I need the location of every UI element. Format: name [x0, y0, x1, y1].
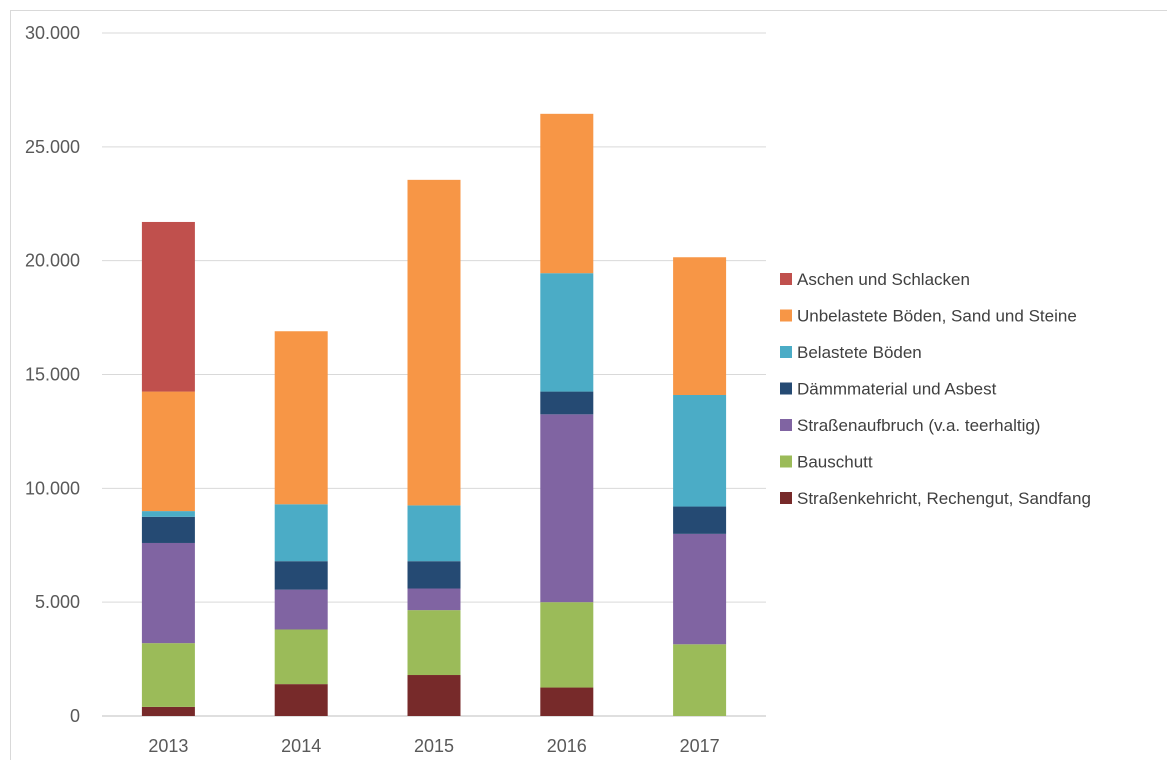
bar-segment — [540, 687, 594, 716]
bar-segment — [141, 511, 195, 517]
y-tick-label: 20.000 — [25, 251, 80, 271]
bar-segment — [673, 257, 727, 395]
bar-segment — [407, 505, 461, 562]
legend-label: Straßenkehricht, Rechengut, Sandfang — [797, 489, 1091, 508]
x-tick-label: 2017 — [680, 736, 720, 756]
x-tick-label: 2016 — [547, 736, 587, 756]
legend-label: Unbelastete Böden, Sand und Steine — [797, 307, 1077, 326]
bar-segment — [540, 273, 594, 392]
bar-segment — [673, 506, 727, 534]
y-tick-label: 30.000 — [25, 23, 80, 43]
bar-segment — [673, 394, 727, 507]
bar-segment — [540, 602, 594, 688]
bar-segment — [407, 179, 461, 506]
bar-segment — [141, 221, 195, 392]
bar-segment — [407, 561, 461, 589]
x-axis: 2013 2014 2015 2016 2017 — [148, 736, 719, 756]
legend-swatch — [780, 455, 792, 468]
legend-label: Aschen und Schlacken — [797, 270, 970, 289]
y-tick-label: 25.000 — [25, 137, 80, 157]
bar-segment — [141, 542, 195, 644]
bar-segment — [141, 706, 195, 716]
legend-swatch — [780, 309, 792, 322]
y-tick-label: 0 — [70, 706, 80, 726]
legend-label: Bauschutt — [797, 453, 873, 472]
bar-segment — [141, 391, 195, 512]
legend-label: Straßenaufbruch (v.a. teerhaltig) — [797, 416, 1040, 435]
bar-segment — [274, 629, 328, 685]
legend-label: Dämmmaterial und Asbest — [797, 380, 997, 399]
bar-segment — [540, 113, 594, 274]
x-tick-label: 2013 — [148, 736, 188, 756]
bar-segment — [540, 414, 594, 603]
bar-segment — [673, 533, 727, 645]
bar-segment — [673, 644, 727, 716]
y-tick-label: 5.000 — [35, 592, 80, 612]
x-tick-label: 2015 — [414, 736, 454, 756]
legend-swatch — [780, 419, 792, 431]
bars — [141, 113, 727, 716]
bar-segment — [274, 504, 328, 562]
bar-segment — [141, 516, 195, 543]
bar-segment — [274, 331, 328, 505]
bar-segment — [274, 684, 328, 716]
y-axis: 0 5.000 10.000 15.000 20.000 25.000 30.000 — [25, 23, 80, 726]
y-tick-label: 15.000 — [25, 365, 80, 385]
bar-segment — [274, 589, 328, 630]
bar-segment — [407, 610, 461, 676]
y-tick-label: 10.000 — [25, 478, 80, 498]
legend-label: Belastete Böden — [797, 343, 922, 362]
legend: Aschen und Schlacken Unbelastete Böden, S… — [780, 270, 1091, 508]
legend-swatch — [780, 382, 792, 395]
bar-segment — [141, 643, 195, 707]
bar-segment — [407, 675, 461, 716]
bar-segment — [407, 588, 461, 611]
legend-swatch — [780, 346, 792, 358]
bar-segment — [274, 561, 328, 590]
legend-swatch — [780, 492, 792, 504]
x-tick-label: 2014 — [281, 736, 321, 756]
bar-segment — [540, 391, 594, 415]
chart-frame — [10, 10, 1167, 760]
legend-swatch — [780, 273, 792, 285]
